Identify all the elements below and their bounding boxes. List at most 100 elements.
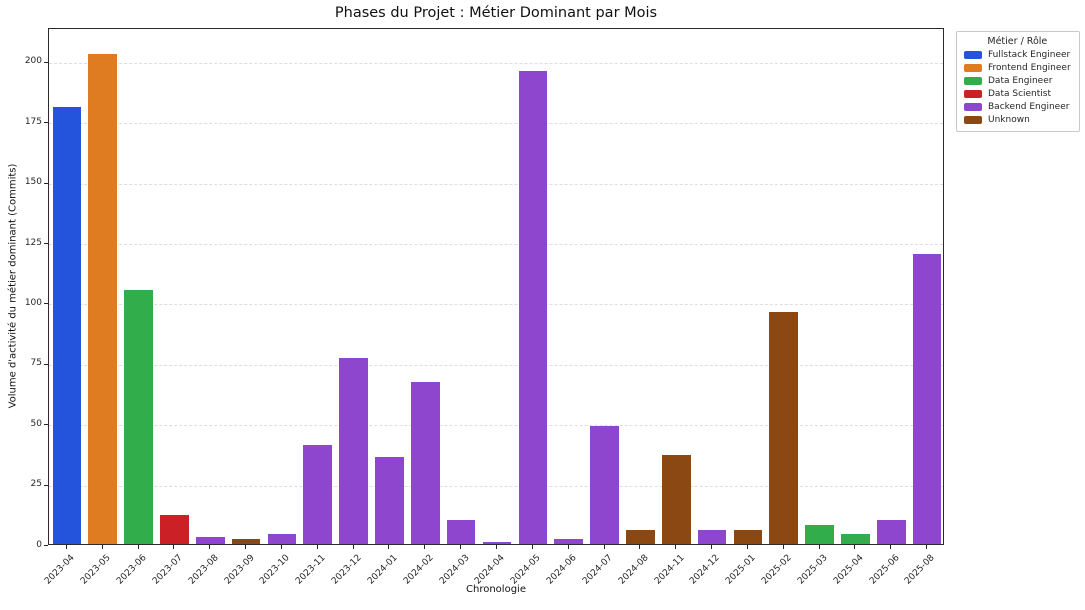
x-tick-label: 2024-08 [616, 553, 651, 587]
bar [661, 454, 691, 544]
gridline [49, 62, 943, 64]
x-tick-label: 2024-04 [473, 553, 508, 587]
x-tick-label: 2023-09 [222, 553, 257, 587]
bar [590, 425, 619, 544]
legend-title: Métier / Rôle [987, 36, 1048, 47]
bar [339, 357, 368, 544]
legend-swatch-icon [964, 77, 982, 85]
y-tick-mark [44, 61, 48, 63]
x-tick-mark [926, 545, 928, 549]
bar [482, 541, 512, 544]
x-tick-label: 2023-11 [294, 553, 328, 587]
gridline [49, 123, 943, 125]
y-tick-mark [44, 303, 48, 305]
x-tick-label: 2023-04 [43, 553, 77, 587]
x-tick-label: 2024-03 [437, 553, 472, 587]
plot-area [48, 28, 944, 545]
bar [769, 312, 799, 544]
bar [912, 254, 942, 544]
legend-entry-label: Backend Engineer [988, 102, 1070, 112]
bar [626, 529, 655, 544]
bar [518, 70, 548, 544]
bar [554, 539, 584, 544]
gridline [49, 244, 943, 245]
gridline [49, 364, 943, 366]
gridline [49, 183, 943, 185]
y-tick-label: 175 [24, 116, 42, 127]
legend-swatch-icon [964, 90, 982, 98]
x-tick-mark [173, 545, 175, 549]
legend-entry-label: Unknown [988, 115, 1030, 125]
legend-entry: Backend Engineer [964, 102, 1071, 112]
x-tick-mark [352, 545, 354, 549]
legend-swatch-icon [964, 116, 982, 124]
y-tick-mark [44, 182, 48, 184]
bar [733, 529, 763, 544]
x-tick-mark [675, 545, 677, 549]
y-tick-mark [44, 424, 48, 426]
x-tick-mark [209, 545, 211, 549]
x-tick-label: 2025-03 [795, 553, 830, 587]
bar [446, 519, 476, 544]
legend-entry: Data Engineer [964, 76, 1071, 86]
x-tick-label: 2024-01 [365, 553, 400, 587]
x-tick-mark [245, 545, 247, 549]
y-axis-label: Volume d'activité du métier dominant (Co… [7, 163, 19, 409]
x-tick-label: 2024-07 [580, 553, 615, 587]
x-tick-mark [531, 545, 533, 549]
y-tick-label: 25 [30, 479, 42, 490]
legend-entry-label: Fullstack Engineer [988, 50, 1071, 60]
x-tick-label: 2025-04 [831, 553, 866, 587]
y-tick-label: 100 [24, 297, 42, 308]
x-tick-label: 2023-07 [150, 553, 185, 587]
gridline [49, 304, 943, 306]
bar [805, 524, 834, 544]
x-tick-mark [854, 545, 856, 549]
legend-entry: Unknown [964, 115, 1071, 125]
x-tick-mark [65, 545, 67, 549]
bar [876, 519, 906, 544]
x-tick-mark [316, 545, 318, 549]
y-tick-mark [44, 363, 48, 365]
legend-swatch-icon [964, 103, 982, 111]
x-tick-mark [567, 545, 569, 549]
x-tick-mark [746, 545, 748, 549]
bar [303, 444, 333, 544]
x-tick-mark [711, 545, 713, 549]
legend-entry-label: Data Scientist [988, 89, 1051, 99]
x-tick-label: 2023-10 [258, 553, 293, 587]
legend-entries: Fullstack Engineer Frontend Engineer Data … [964, 50, 1071, 125]
y-tick-label: 75 [30, 358, 42, 369]
legend-entry: Data Scientist [964, 89, 1071, 99]
x-tick-mark [603, 545, 605, 549]
x-tick-label: 2024-05 [509, 553, 543, 587]
x-tick-label: 2025-02 [760, 553, 794, 587]
x-tick-label: 2023-05 [79, 553, 113, 587]
x-tick-mark [890, 545, 892, 549]
bar [841, 534, 870, 544]
y-tick-mark [44, 484, 48, 486]
bar [52, 106, 82, 544]
legend-entry-label: Data Engineer [988, 76, 1053, 86]
x-tick-label: 2024-12 [688, 553, 723, 587]
gridline [49, 485, 943, 487]
bar [375, 457, 404, 544]
x-tick-mark [137, 545, 139, 549]
bar [267, 534, 297, 544]
x-tick-label: 2024-11 [652, 553, 687, 587]
legend: Métier / Rôle Fullstack Engineer Frontend… [956, 31, 1080, 132]
x-tick-mark [424, 545, 426, 549]
x-tick-label: 2025-01 [724, 553, 758, 587]
y-tick-label: 50 [30, 418, 42, 429]
x-tick-mark [388, 545, 390, 549]
x-tick-mark [280, 545, 282, 549]
x-tick-label: 2023-08 [186, 553, 221, 587]
bar [231, 539, 261, 544]
y-tick-label: 125 [24, 237, 42, 248]
legend-entry: Fullstack Engineer [964, 50, 1071, 60]
x-tick-label: 2023-06 [114, 553, 149, 587]
legend-entry-label: Frontend Engineer [988, 63, 1071, 73]
y-tick-label: 0 [36, 539, 42, 550]
y-tick-label: 200 [24, 56, 42, 67]
